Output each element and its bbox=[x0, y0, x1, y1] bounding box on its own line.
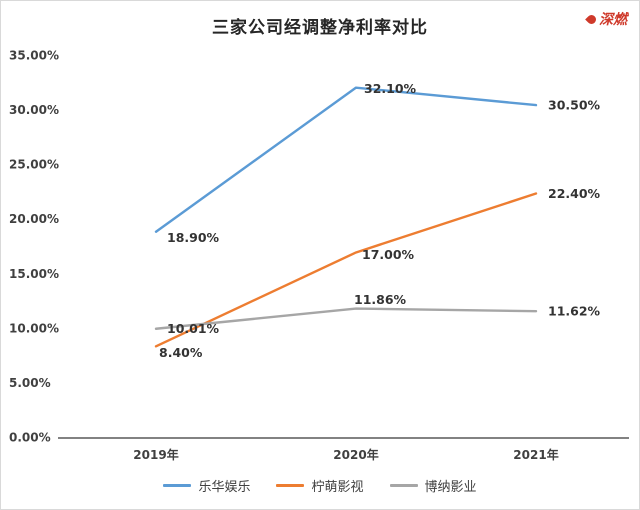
y-tick-label: 0.00% bbox=[9, 431, 51, 445]
chart-title: 三家公司经调整净利率对比 bbox=[212, 18, 428, 38]
legend-swatch bbox=[276, 484, 305, 487]
y-tick-label: 20.00% bbox=[9, 212, 59, 226]
data-label: 22.40% bbox=[548, 186, 601, 201]
legend: 乐华娱乐 柠萌影视 博纳影业 bbox=[1, 476, 639, 495]
legend-label: 乐华娱乐 bbox=[198, 480, 251, 495]
flame-icon bbox=[585, 12, 598, 26]
x-tick-label: 2019年 bbox=[133, 447, 178, 461]
legend-label: 柠萌影视 bbox=[311, 480, 364, 495]
series-line-0 bbox=[154, 86, 538, 233]
y-tick-label: 10.00% bbox=[9, 321, 59, 335]
legend-label: 博纳影业 bbox=[424, 480, 477, 495]
y-tick-label: 15.00% bbox=[9, 267, 59, 281]
series-line-1 bbox=[154, 192, 538, 348]
chart-svg: 35.00% 30.00% 25.00% 20.00% 15.00% 10.00% 5.00… bbox=[9, 49, 629, 461]
x-tick-label: 2021年 bbox=[513, 447, 558, 461]
shenran-logo: 深燃 bbox=[585, 9, 627, 29]
data-label: 10.01% bbox=[167, 321, 220, 336]
data-label: 17.00% bbox=[362, 247, 415, 262]
data-label: 11.86% bbox=[354, 292, 407, 307]
y-tick-label: 25.00% bbox=[9, 158, 59, 172]
data-label: 11.62% bbox=[548, 304, 601, 319]
data-label: 18.90% bbox=[167, 230, 220, 245]
data-label: 8.40% bbox=[159, 345, 203, 360]
x-tick-label: 2020年 bbox=[333, 447, 378, 461]
legend-swatch bbox=[163, 484, 192, 487]
legend-item-0: 乐华娱乐 bbox=[163, 476, 250, 495]
y-tick-label: 5.00% bbox=[9, 376, 51, 390]
y-tick-label: 35.00% bbox=[9, 49, 59, 63]
legend-item-2: 博纳影业 bbox=[389, 476, 477, 495]
legend-swatch bbox=[389, 484, 418, 487]
legend-item-1: 柠萌影视 bbox=[276, 476, 364, 495]
data-label: 32.10% bbox=[364, 81, 417, 96]
series-line-2 bbox=[154, 307, 538, 330]
logo-text: 深燃 bbox=[599, 12, 627, 28]
y-tick-label: 30.00% bbox=[9, 103, 59, 117]
data-label: 30.50% bbox=[548, 98, 601, 113]
